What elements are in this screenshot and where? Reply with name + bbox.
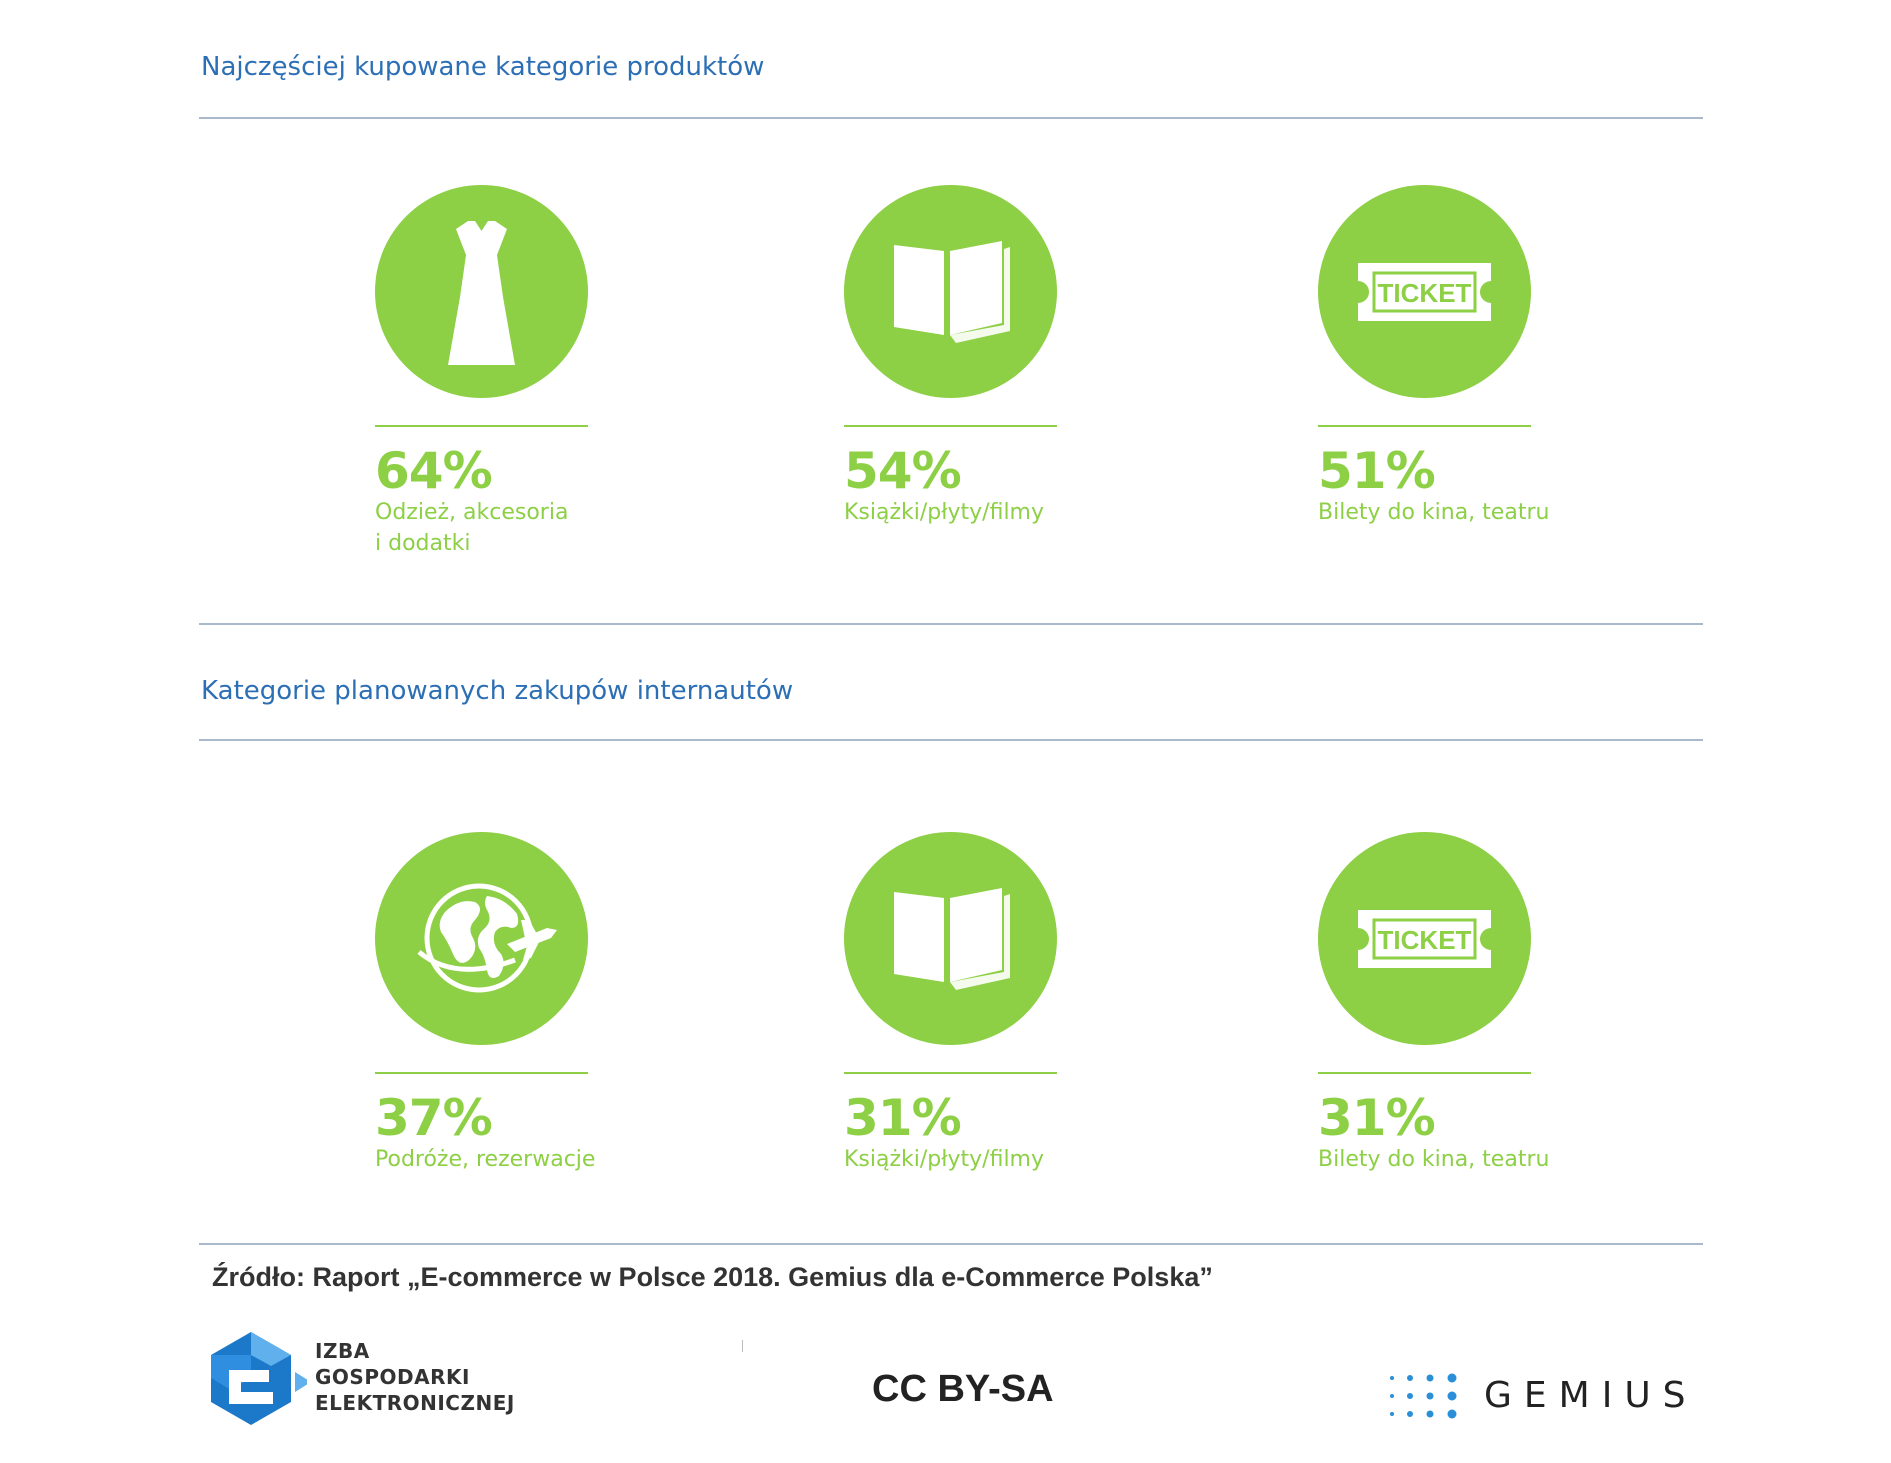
stat-value: 54% xyxy=(844,442,962,500)
ticket-text: TICKET xyxy=(1378,278,1472,308)
stat-label: Książki/płyty/filmy xyxy=(844,500,1045,525)
stat-label: Odzież, akcesoria i dodatki xyxy=(375,500,569,556)
separator-mark xyxy=(742,1340,743,1352)
ticket-icon: TICKET xyxy=(1318,185,1531,398)
ticket-text: TICKET xyxy=(1378,925,1472,955)
ige-logo: IZBA GOSPODARKI ELEKTRONICZNEJ xyxy=(207,1330,527,1430)
dress-icon xyxy=(375,185,588,398)
stat-tickets: TICKET 31% Bilety do kina, teatru xyxy=(1318,832,1558,1232)
section-title-planned: Kategorie planowanych zakupów internautó… xyxy=(201,676,794,706)
stat-value: 37% xyxy=(375,1089,493,1147)
gemius-logo: GEMIUS xyxy=(1388,1372,1728,1422)
stat-label: Bilety do kina, teatru xyxy=(1318,500,1550,525)
divider xyxy=(199,623,1703,625)
globe-plane-icon xyxy=(375,832,588,1045)
stat-clothing: 64% Odzież, akcesoria i dodatki xyxy=(375,185,615,585)
stat-value: 31% xyxy=(844,1089,962,1147)
stat-value: 31% xyxy=(1318,1089,1436,1147)
ticket-icon: TICKET xyxy=(1318,832,1531,1045)
divider xyxy=(199,739,1703,741)
gemius-dots-icon xyxy=(1390,1373,1457,1419)
book-icon xyxy=(844,185,1057,398)
stat-books: 54% Książki/płyty/filmy xyxy=(844,185,1084,585)
divider xyxy=(199,1243,1703,1245)
gemius-wordmark: GEMIUS xyxy=(1484,1375,1698,1416)
ige-line: ELEKTRONICZNEJ xyxy=(315,1391,515,1415)
ige-line: GOSPODARKI xyxy=(315,1365,470,1389)
stat-travel: 37% Podróże, rezerwacje xyxy=(375,832,615,1232)
ige-line: IZBA xyxy=(315,1339,370,1363)
stat-label: Podróże, rezerwacje xyxy=(375,1147,596,1172)
source-note: Źródło: Raport „E-commerce w Polsce 2018… xyxy=(212,1262,1213,1292)
book-icon xyxy=(844,832,1057,1045)
stat-tickets: TICKET 51% Bilety do kina, teatru xyxy=(1318,185,1558,585)
section-title-purchased: Najczęściej kupowane kategorie produktów xyxy=(201,52,765,82)
stat-value: 51% xyxy=(1318,442,1436,500)
stat-value: 64% xyxy=(375,442,493,500)
stat-label: Bilety do kina, teatru xyxy=(1318,1147,1550,1172)
stat-books: 31% Książki/płyty/filmy xyxy=(844,832,1084,1232)
stat-label: Książki/płyty/filmy xyxy=(844,1147,1045,1172)
divider xyxy=(199,117,1703,119)
ige-logo-mark xyxy=(211,1332,307,1425)
license-label: CC BY-SA xyxy=(872,1368,1054,1410)
